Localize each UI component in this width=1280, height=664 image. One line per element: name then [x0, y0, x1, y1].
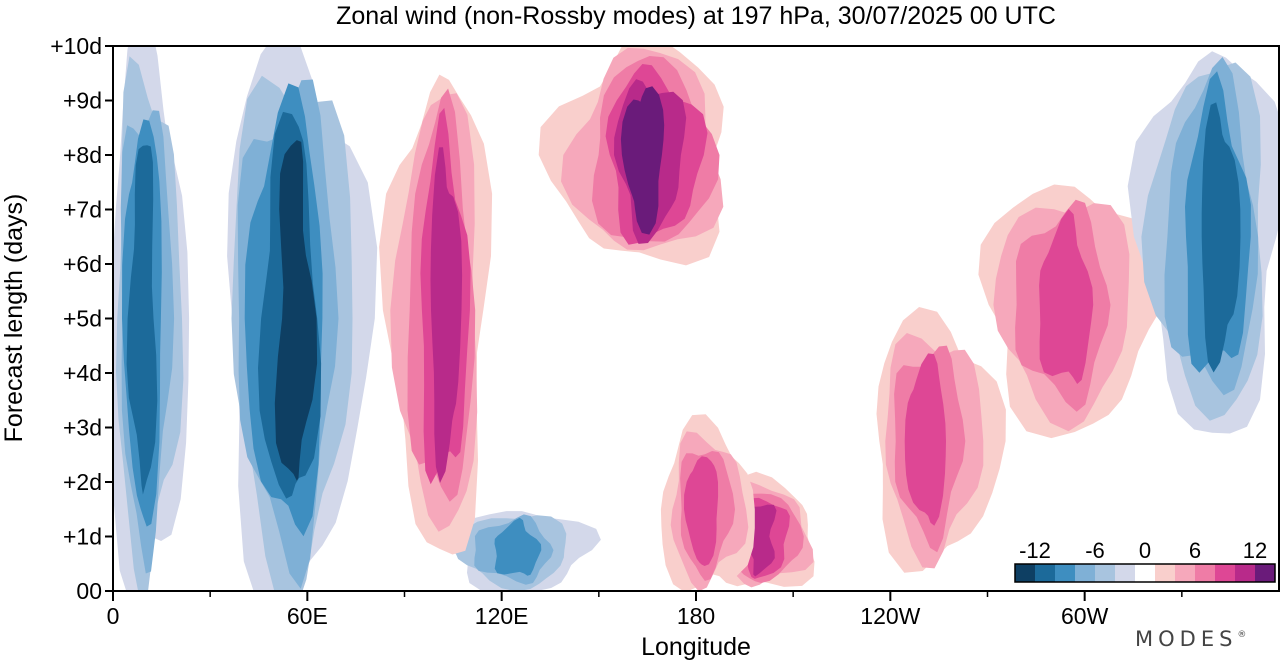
colorbar-swatch: [1235, 564, 1256, 582]
colorbar-swatch: [1015, 564, 1036, 582]
wind-feature: [978, 184, 1173, 439]
x-tick-label: 60W: [1061, 603, 1109, 629]
colorbar-label: -12: [1019, 538, 1051, 563]
contour-level: [126, 145, 158, 495]
wind-feature: [876, 307, 1006, 573]
y-tick-label: +6d: [63, 251, 102, 277]
wind-feature: [440, 511, 601, 591]
wind-feature: [379, 74, 493, 555]
logo-text: MODES: [1135, 627, 1237, 651]
modes-logo: MODES®: [1135, 627, 1246, 651]
y-tick-label: 00: [76, 578, 102, 604]
y-tick-label: +5d: [63, 306, 102, 332]
colorbar-swatch: [1095, 564, 1116, 582]
logo-mark: ®: [1237, 630, 1246, 640]
colorbar-swatch: [1215, 564, 1236, 582]
contour-level: [684, 456, 719, 566]
y-axis: 00 +1d +2d +3d +4d +5d +6d +7d +8d +9d +10d: [50, 33, 113, 604]
contour-level: [904, 353, 946, 526]
chart-title: Zonal wind (non-Rossby modes) at 197 hPa…: [336, 2, 1056, 30]
x-tick-label: 0: [107, 603, 120, 629]
colorbar-swatch: [1175, 564, 1196, 582]
wind-feature: [113, 46, 190, 591]
x-tick-label: 120E: [475, 603, 529, 629]
colorbar-swatch: [1195, 564, 1216, 582]
colorbar-swatch: [1255, 564, 1276, 582]
field-layer: [113, 46, 1279, 591]
contour-level: [274, 140, 318, 481]
wind-feature: [660, 414, 755, 591]
colorbar-label: 12: [1243, 538, 1267, 563]
y-tick-label: +10d: [50, 33, 102, 59]
colorbar-label: 0: [1139, 538, 1151, 563]
y-tick-label: +1d: [63, 524, 102, 550]
colorbar-label: -6: [1085, 538, 1105, 563]
colorbar-swatch: [1155, 564, 1176, 582]
colorbar-label: 6: [1189, 538, 1201, 563]
y-tick-label: +8d: [63, 142, 102, 168]
x-axis-label: Longitude: [641, 633, 751, 661]
colorbar-frame: [1014, 563, 1276, 583]
wind-feature: [1127, 51, 1279, 434]
colorbar-swatch: [1075, 564, 1096, 582]
contour-level: [620, 86, 665, 235]
y-axis-label: Forecast length (days): [0, 194, 28, 443]
y-tick-label: +7d: [63, 197, 102, 223]
y-tick-label: +4d: [63, 360, 102, 386]
wind-feature: [227, 46, 378, 591]
wind-feature: [538, 46, 724, 266]
x-tick-label: 60E: [287, 603, 328, 629]
y-tick-label: +3d: [63, 415, 102, 441]
x-tick-label: 120W: [860, 603, 920, 629]
colorbar: -12 -6 0 6 12: [1014, 538, 1276, 583]
x-tick-label: 180: [677, 603, 715, 629]
colorbar-swatch: [1035, 564, 1056, 582]
colorbar-swatch: [1055, 564, 1076, 582]
colorbar-swatch: [1135, 564, 1156, 582]
contour-level: [1201, 102, 1241, 373]
colorbar-swatch: [1115, 564, 1136, 582]
wind-contour-field: [113, 46, 1279, 591]
y-tick-label: +9d: [63, 88, 102, 114]
y-tick-label: +2d: [63, 469, 102, 495]
contour-level: [430, 147, 463, 484]
contour-level: [1039, 209, 1094, 384]
contour-level: [494, 517, 542, 576]
x-axis: 0 60E 120E 180 120W 60W: [107, 591, 1183, 629]
